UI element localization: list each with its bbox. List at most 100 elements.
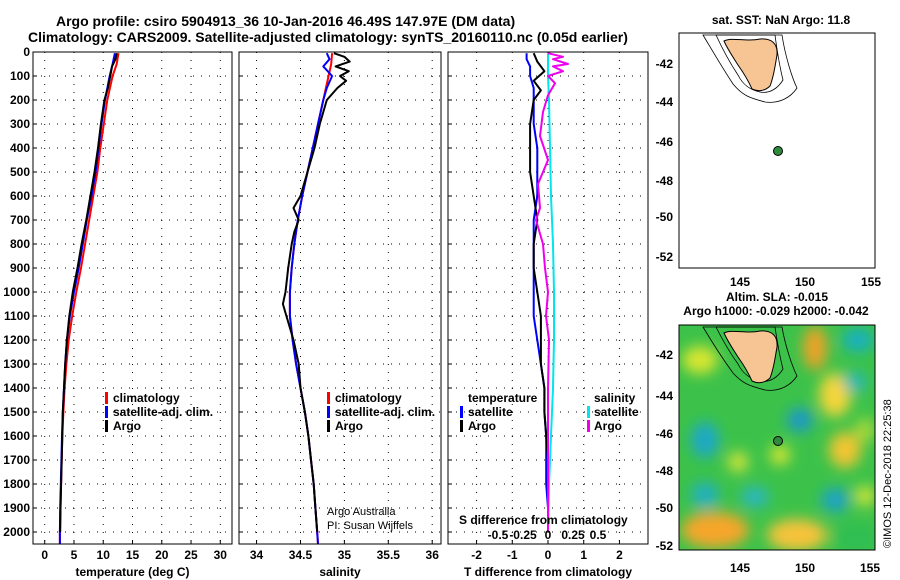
lon-tick-label: 145: [730, 561, 750, 575]
argo-float-marker: [773, 146, 783, 156]
legend-swatch-argo: [327, 420, 330, 432]
s-difference-label: S difference from climatology: [459, 513, 628, 527]
y-tick-label: 1000: [3, 285, 30, 299]
sst-coast-contour: [715, 34, 784, 93]
y-tick-label: 200: [10, 93, 30, 107]
lat-tick-label: -50: [656, 501, 674, 515]
x-tick-label: 0: [41, 548, 48, 562]
temperature-legend: climatology satellite-adj. clim. Argo: [105, 391, 213, 433]
lat-tick-label: -44: [656, 95, 674, 109]
attribution-line-2: PI: Susan Wijffels: [327, 520, 413, 532]
lat-tick-label: -42: [656, 57, 674, 71]
y-tick-label: 1500: [3, 405, 30, 419]
legend-swatch-sal-satellite: [587, 406, 590, 418]
y-tick-label: 100: [10, 69, 30, 83]
legend-swatch-satellite: [105, 406, 108, 418]
lat-tick-label: -44: [656, 389, 674, 403]
y-tick-label: 700: [10, 213, 30, 227]
legend-swatch-climatology: [327, 392, 330, 404]
s-tick-label: 0: [545, 528, 552, 542]
series-line-salinity-argo: [535, 52, 569, 532]
y-tick-label: 900: [10, 261, 30, 275]
y-tick-label: 1300: [3, 357, 30, 371]
lon-tick-label: 155: [860, 561, 880, 575]
x-tick-label: 35: [338, 548, 352, 562]
title-line-2: Climatology: CARS2009. Satellite-adjuste…: [28, 29, 628, 45]
y-tick-label: 400: [10, 141, 30, 155]
x-tick-label: -2: [471, 548, 482, 562]
lon-tick-label: 155: [861, 275, 881, 289]
series-line-satellite-adj-clim-: [58, 52, 116, 544]
lat-tick-label: -42: [656, 348, 674, 362]
legend-label-satellite: satellite-adj. clim.: [113, 405, 213, 419]
x-tick-label: 25: [184, 548, 198, 562]
legend-swatch-sal-argo: [587, 420, 590, 432]
tasmania-landmass: [723, 330, 778, 384]
attribution-line-1: Argo Australia: [327, 506, 396, 518]
x-axis-label: T difference from climatology: [464, 565, 632, 579]
legend-label-argo: Argo: [335, 419, 363, 433]
x-tick-label: 36: [426, 548, 440, 562]
lat-tick-label: -52: [656, 250, 674, 264]
legend-label-climatology: climatology: [335, 391, 402, 405]
x-tick-label: 30: [214, 548, 228, 562]
legend-label-sal-argo: Argo: [594, 419, 622, 433]
sla-map-panel: Altim. SLA: -0.015 Argo h1000: -0.029 h2…: [656, 290, 881, 575]
x-tick-label: 20: [155, 548, 169, 562]
y-tick-label: 1700: [3, 453, 30, 467]
x-tick-label: 5: [71, 548, 78, 562]
lat-tick-label: -48: [656, 174, 674, 188]
sst-map-title: sat. SST: NaN Argo: 11.8: [712, 13, 851, 27]
legend-swatch-satellite: [327, 406, 330, 418]
legend-title-salinity: salinity: [594, 391, 636, 405]
y-tick-label: 1200: [3, 333, 30, 347]
sst-shelf-contour: [702, 34, 798, 103]
lat-tick-label: -52: [656, 539, 674, 553]
difference-legend: temperature satellite Argo salinity sate…: [460, 391, 639, 433]
lat-tick-label: -46: [656, 135, 674, 149]
imos-credit: ©IMOS 12-Dec-2018 22:25:38: [882, 399, 894, 548]
y-tick-label: 300: [10, 117, 30, 131]
y-tick-label: 1900: [3, 501, 30, 515]
difference-profile-panel: -2 -1 0 1 2 -0.5 -0.25 0 0.25 0.5 T difference fro…: [447, 51, 649, 579]
legend-label-argo: Argo: [113, 419, 141, 433]
s-tick-label: 0.25: [561, 528, 585, 542]
y-tick-label: 1800: [3, 477, 30, 491]
series-line-climatology: [288, 53, 334, 545]
s-tick-label: -0.5: [488, 528, 509, 542]
y-tick-label: 1100: [4, 309, 30, 323]
series-line-temperature-argo: [529, 52, 549, 532]
temperature-profile-panel: 0 5 10 15 20 25 300100200300400500600700800900…: [3, 45, 233, 579]
y-tick-label: 1400: [3, 381, 30, 395]
lat-tick-label: -46: [656, 427, 674, 441]
x-tick-label: 15: [126, 548, 140, 562]
y-tick-label: 500: [10, 165, 30, 179]
legend-title-temperature: temperature: [468, 391, 538, 405]
legend-label-temp-argo: Argo: [468, 419, 496, 433]
lon-tick-label: 150: [795, 275, 815, 289]
x-tick-label: 35.5: [377, 548, 401, 562]
salinity-legend: climatology satellite-adj. clim. Argo: [327, 391, 435, 433]
sst-map-panel: sat. SST: NaN Argo: 11.8 -42 -44 -46 -48…: [656, 13, 882, 289]
lon-tick-label: 145: [730, 275, 750, 289]
series-line-argo: [59, 53, 118, 533]
sla-map-frame: [678, 324, 876, 551]
argo-float-marker: [773, 436, 783, 446]
s-tick-label: 0.5: [590, 528, 607, 542]
x-tick-label: -1: [507, 548, 518, 562]
legend-swatch-temp-argo: [460, 420, 463, 432]
y-tick-label: 600: [10, 189, 30, 203]
x-tick-label: 34: [250, 548, 264, 562]
sla-map-title-2: Argo h1000: -0.029 h2000: -0.042: [683, 304, 869, 318]
legend-label-sal-satellite: satellite: [594, 405, 639, 419]
legend-swatch-argo: [105, 420, 108, 432]
legend-label-satellite: satellite-adj. clim.: [335, 405, 435, 419]
s-tick-label: -0.25: [509, 528, 537, 542]
x-tick-label: 10: [97, 548, 111, 562]
x-axis-label: temperature (deg C): [75, 565, 189, 579]
tasmania-landmass: [723, 38, 778, 92]
title-line-1: Argo profile: csiro 5904913_36 10-Jan-20…: [56, 13, 515, 29]
x-tick-label: 0: [545, 548, 552, 562]
series-line-argo: [281, 52, 351, 533]
series-line-salinity-satellite: [547, 53, 555, 533]
